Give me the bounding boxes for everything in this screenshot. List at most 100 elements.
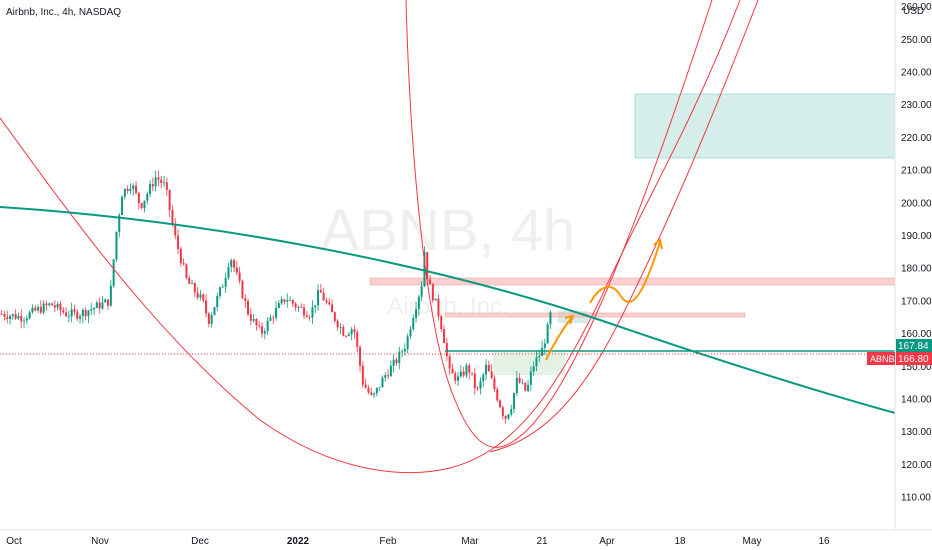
- y-tick-label: 210.00: [901, 166, 932, 177]
- candle-body: [420, 286, 423, 297]
- candle-body: [6, 316, 9, 319]
- candle-body: [230, 260, 233, 267]
- candle-body: [527, 384, 530, 391]
- candle-body: [423, 252, 426, 287]
- candle-body: [20, 315, 23, 322]
- candle-body: [375, 387, 378, 394]
- candle-body: [241, 280, 244, 299]
- price-axis[interactable]: 110.00 120.00 130.00 140.00 150.00 160.00 170.…: [901, 0, 932, 504]
- candle-body: [434, 298, 437, 301]
- projection-path-1: [545, 316, 573, 361]
- candle-body: [333, 312, 336, 321]
- y-tick-label: 150.00: [901, 362, 932, 373]
- candle-body: [501, 407, 504, 416]
- candle-body: [431, 284, 434, 301]
- candle-body: [252, 319, 255, 321]
- candle-body: [507, 414, 510, 419]
- y-tick-label: 260.00: [901, 2, 932, 13]
- candle-body: [445, 343, 448, 357]
- candle-body: [93, 307, 96, 310]
- candle-body: [406, 336, 409, 349]
- candle-body: [132, 185, 135, 189]
- candle-body: [294, 303, 297, 308]
- candle-body: [384, 375, 387, 378]
- level-price-badge: 167.84: [896, 339, 932, 352]
- candle-body: [79, 316, 82, 319]
- candle-body: [471, 372, 474, 374]
- candle-body: [87, 310, 90, 316]
- candle-body: [487, 364, 490, 372]
- candle-body: [308, 316, 311, 318]
- y-tick-label: 230.00: [901, 100, 932, 111]
- candle-body: [403, 348, 406, 352]
- candle-body: [233, 260, 236, 268]
- support-zone-box: [493, 352, 565, 375]
- candle-body: [129, 188, 132, 191]
- y-tick-label: 190.00: [901, 231, 932, 242]
- candle-body: [165, 182, 168, 190]
- candle-body: [53, 305, 56, 308]
- candle-body: [412, 317, 415, 330]
- candle-body: [67, 316, 70, 318]
- candle-body: [524, 382, 527, 391]
- candle-body: [76, 311, 79, 319]
- candle-body: [14, 314, 17, 319]
- candle-body: [235, 267, 238, 273]
- candle-body: [543, 343, 546, 348]
- candle-body: [291, 299, 294, 304]
- x-tick-label: Dec: [191, 536, 209, 547]
- candle-body: [121, 196, 124, 216]
- candle-body: [109, 285, 112, 306]
- candle-body: [207, 313, 210, 324]
- candle-body: [17, 315, 20, 319]
- candle-body: [289, 299, 292, 301]
- candle-body: [193, 283, 196, 293]
- x-tick-label: May: [743, 536, 762, 547]
- projection-arrow-1: [564, 314, 575, 325]
- candle-body: [409, 329, 412, 337]
- candle-body: [297, 306, 300, 308]
- candle-body: [249, 314, 252, 321]
- candle-body: [317, 290, 320, 306]
- candle-body: [112, 259, 115, 286]
- y-tick-label: 140.00: [901, 395, 932, 406]
- parabola-outer: [489, 0, 759, 453]
- candle-body: [65, 312, 68, 317]
- parabola-steep: [405, 0, 713, 448]
- candle-body: [361, 365, 364, 385]
- candle-body: [179, 248, 182, 264]
- candle-body: [462, 371, 465, 376]
- plot-area[interactable]: [0, 0, 895, 530]
- candle-body: [261, 326, 264, 334]
- y-tick-label: 220.00: [901, 133, 932, 144]
- candle-body: [219, 287, 222, 296]
- candle-body: [143, 200, 146, 209]
- candle-body: [364, 384, 367, 388]
- candle-body: [70, 309, 73, 317]
- candle-body: [177, 235, 180, 249]
- candle-body: [417, 296, 420, 309]
- candle-body: [227, 266, 230, 278]
- candlestick-series: [0, 170, 552, 424]
- projection-arrow-2: [653, 238, 663, 250]
- candle-body: [359, 346, 362, 366]
- x-tick-label: 16: [818, 536, 830, 547]
- candle-body: [3, 314, 6, 317]
- price-badge-bg: [896, 352, 932, 365]
- candle-body: [0, 313, 3, 315]
- y-tick-label: 250.00: [901, 35, 932, 46]
- candle-body: [529, 371, 532, 385]
- candle-body: [140, 203, 143, 209]
- candle-body: [154, 177, 157, 187]
- x-tick-label: 2022: [287, 536, 310, 547]
- y-tick-label: 200.00: [901, 198, 932, 209]
- candle-body: [202, 294, 205, 301]
- time-axis[interactable]: Oct Nov Dec 2022 Feb Mar 21 Apr 18 May 16: [6, 536, 830, 547]
- candle-body: [221, 286, 224, 288]
- y-tick-label: 240.00: [901, 68, 932, 79]
- symbol-badge-label: ABNB: [870, 354, 895, 364]
- candle-body: [387, 375, 390, 377]
- candle-body: [440, 316, 443, 330]
- candle-body: [258, 325, 261, 327]
